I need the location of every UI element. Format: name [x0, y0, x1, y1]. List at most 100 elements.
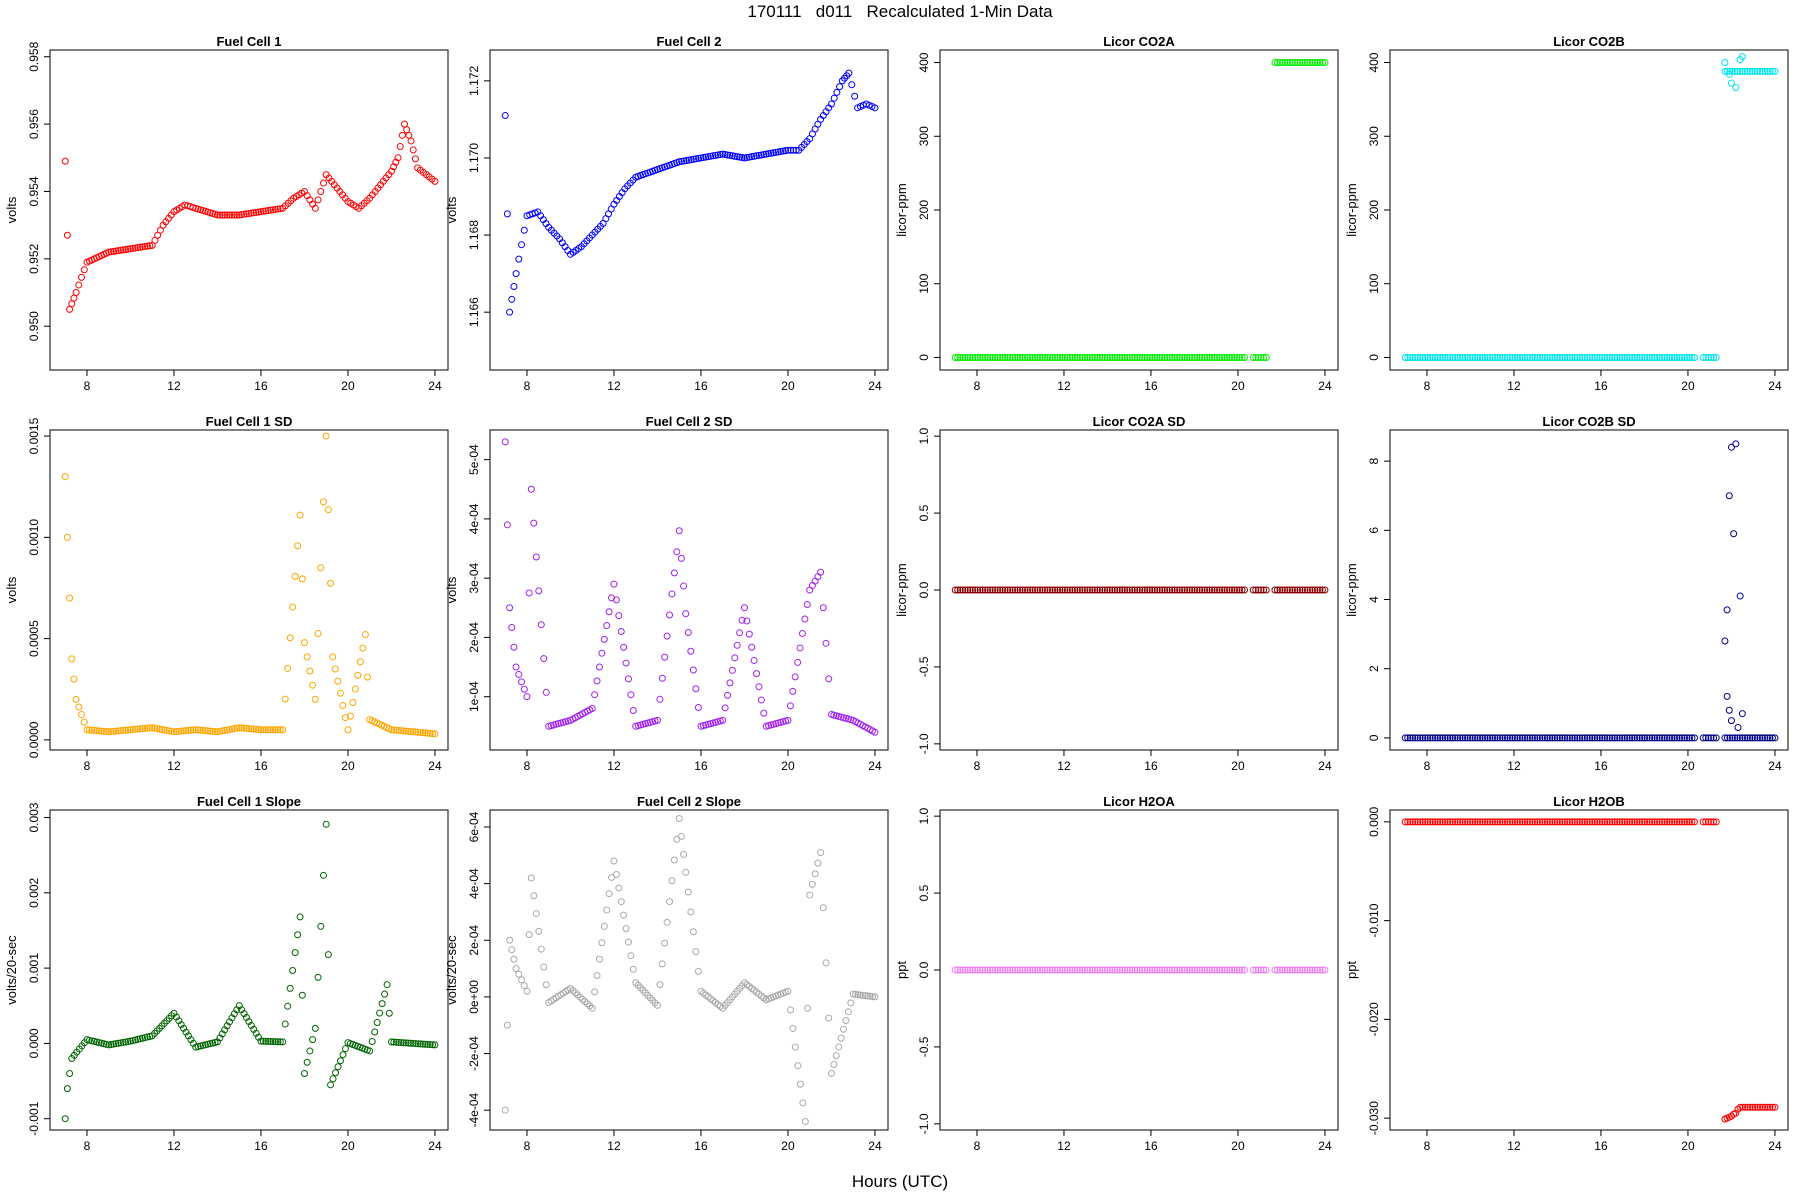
y-tick-label: 2	[1367, 665, 1381, 672]
data-point	[1068, 586, 1076, 594]
data-point	[107, 1040, 115, 1048]
data-point	[1707, 818, 1715, 826]
data-point	[141, 724, 149, 732]
data-point	[694, 704, 702, 712]
data-point	[407, 728, 415, 736]
data-point	[314, 196, 322, 204]
data-point	[1671, 818, 1679, 826]
data-point	[373, 1019, 381, 1027]
data-point	[1626, 353, 1634, 361]
data-point	[600, 922, 608, 930]
data-point	[801, 615, 809, 623]
x-tick-label: 8	[1424, 1139, 1431, 1153]
data-point	[624, 675, 632, 683]
data-point	[991, 353, 999, 361]
data-point	[806, 586, 814, 594]
data-point	[1026, 966, 1034, 974]
data-point	[1561, 353, 1569, 361]
data-point	[1004, 353, 1012, 361]
data-point	[1469, 353, 1477, 361]
x-tick-label: 24	[428, 379, 442, 393]
data-point	[1301, 586, 1309, 594]
data-point	[1066, 966, 1074, 974]
data-point	[1118, 353, 1126, 361]
x-tick-label: 20	[341, 1139, 355, 1153]
data-point	[1518, 734, 1526, 742]
data-point	[1308, 59, 1316, 67]
data-point	[1148, 586, 1156, 594]
data-point	[682, 610, 690, 618]
data-point	[822, 959, 830, 967]
data-point	[431, 177, 439, 185]
data-point	[259, 726, 267, 734]
data-point	[1488, 734, 1496, 742]
data-point	[677, 554, 685, 562]
data-point	[1416, 353, 1424, 361]
data-point	[1498, 818, 1506, 826]
data-point	[117, 1039, 125, 1047]
data-point	[1761, 734, 1769, 742]
data-point	[684, 628, 692, 636]
data-point	[721, 704, 729, 712]
data-point	[1186, 966, 1194, 974]
data-point	[1203, 966, 1211, 974]
y-tick-label: 1.0	[917, 807, 931, 824]
data-point	[1623, 818, 1631, 826]
data-point	[1056, 966, 1064, 974]
data-point	[1583, 734, 1591, 742]
data-point	[177, 1021, 185, 1029]
data-point	[1111, 586, 1119, 594]
data-point	[605, 608, 613, 616]
data-point	[1081, 586, 1089, 594]
data-point	[426, 1041, 434, 1049]
y-axis-label: ppt	[1344, 961, 1359, 979]
data-point	[1681, 818, 1689, 826]
data-point	[1748, 67, 1756, 75]
data-point	[1158, 353, 1166, 361]
data-point	[204, 727, 212, 735]
data-point	[1763, 67, 1771, 75]
data-point	[68, 655, 76, 663]
data-point	[105, 1041, 113, 1049]
x-tick-label: 12	[1057, 759, 1071, 773]
data-point	[996, 353, 1004, 361]
data-point	[1503, 353, 1511, 361]
data-point	[1053, 586, 1061, 594]
y-tick-label: 0	[917, 354, 931, 361]
data-point	[1725, 706, 1733, 714]
data-point	[1606, 734, 1614, 742]
y-tick-label: 0e+00	[467, 980, 481, 1014]
figure-title: 170111 d011 Recalculated 1-Min Data	[747, 2, 1053, 21]
data-point	[1288, 966, 1296, 974]
data-point	[262, 1037, 270, 1045]
data-point	[612, 596, 620, 604]
data-point	[1493, 818, 1501, 826]
data-point	[1446, 734, 1454, 742]
data-point	[1016, 353, 1024, 361]
data-point	[1766, 67, 1774, 75]
data-point	[1113, 586, 1121, 594]
data-point	[209, 727, 217, 735]
data-point	[1486, 353, 1494, 361]
data-point	[1608, 818, 1616, 826]
y-tick-label: -1.0	[917, 733, 931, 754]
data-point	[1439, 818, 1447, 826]
data-point	[1173, 966, 1181, 974]
data-point	[1221, 586, 1229, 594]
data-point	[1598, 734, 1606, 742]
data-point	[728, 152, 736, 160]
data-point	[1406, 353, 1414, 361]
data-point	[1456, 353, 1464, 361]
data-point	[1226, 966, 1234, 974]
data-point	[1071, 966, 1079, 974]
data-point	[1291, 966, 1299, 974]
data-point	[1306, 586, 1314, 594]
data-point	[1516, 818, 1524, 826]
data-point	[1141, 966, 1149, 974]
data-point	[1321, 59, 1329, 67]
data-point	[1221, 966, 1229, 974]
data-point	[1113, 966, 1121, 974]
data-point	[530, 519, 538, 527]
data-point	[267, 206, 275, 214]
